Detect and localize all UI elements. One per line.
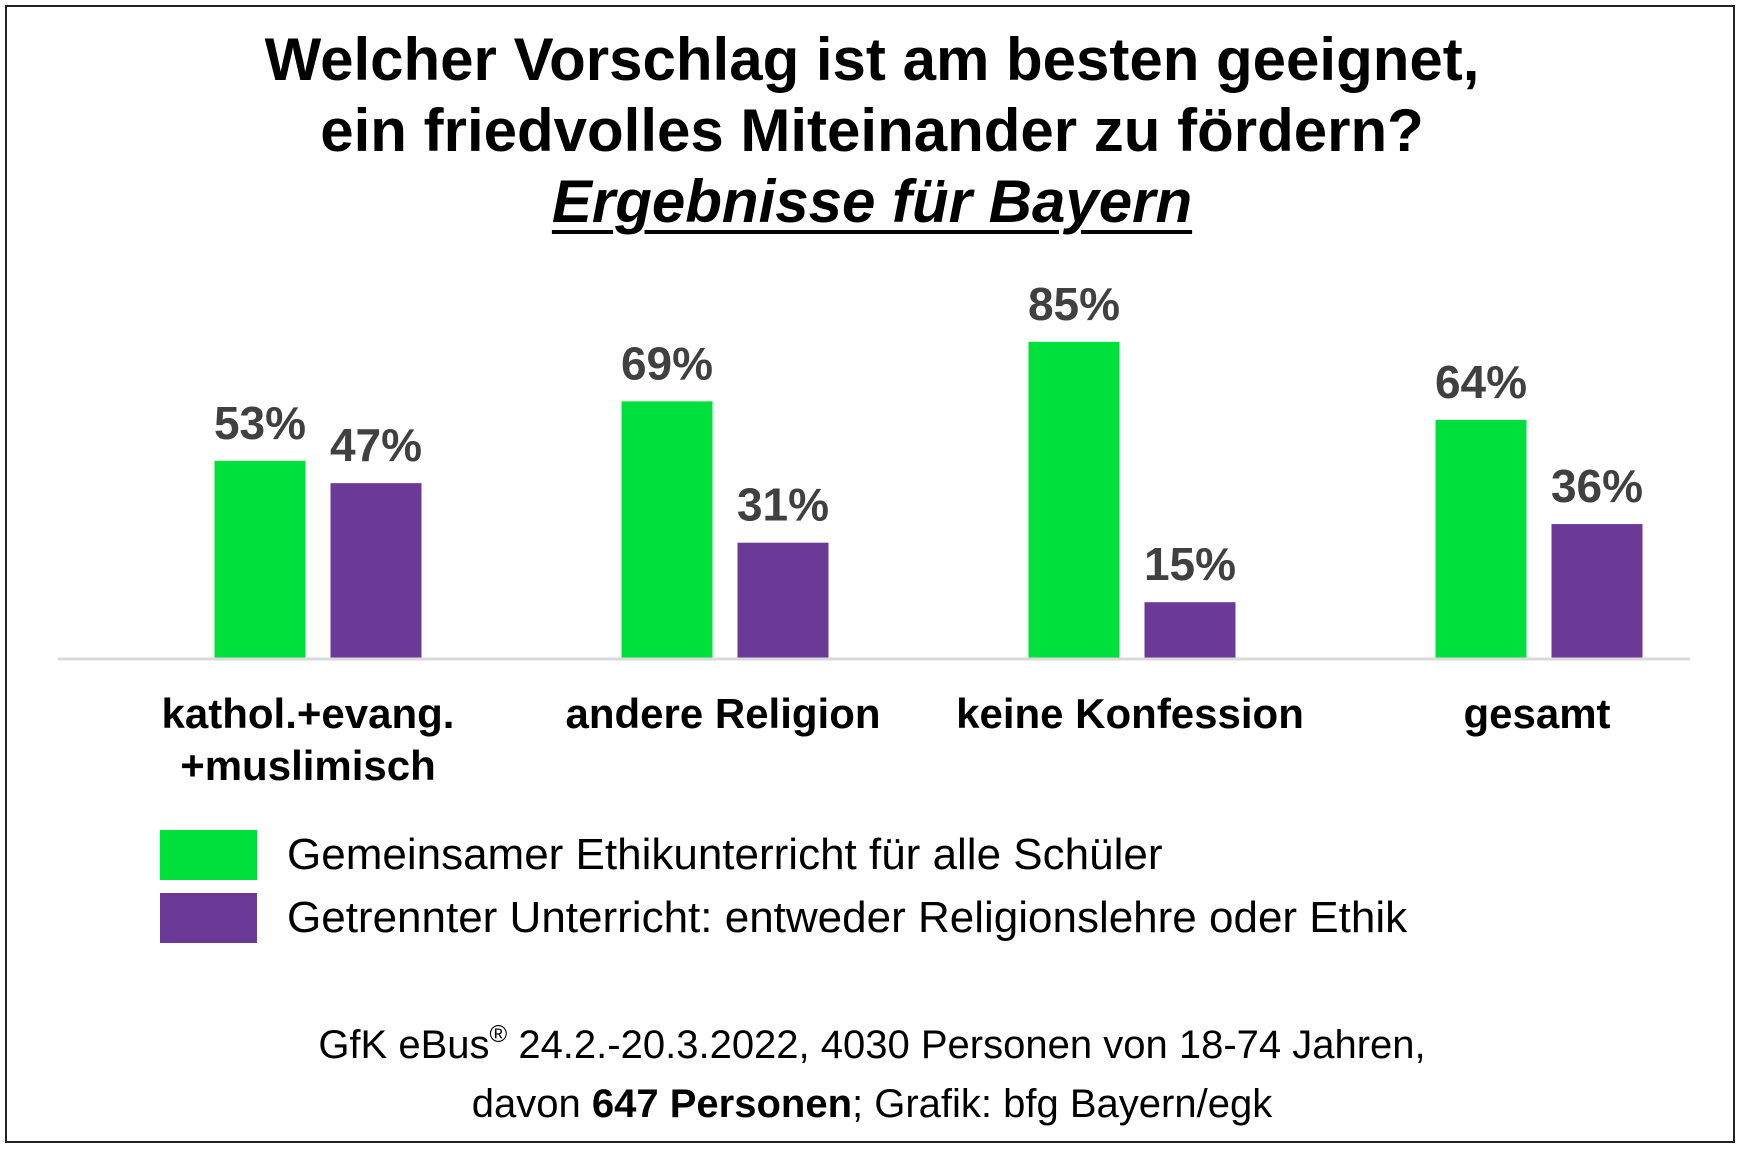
bar-1-4 <box>1435 419 1527 658</box>
bar-2-1 <box>330 483 422 658</box>
category-label-2-line-1: andere Religion <box>565 690 880 737</box>
legend-swatch-series-2 <box>160 893 257 943</box>
legend-label-series-2: Getrennter Unterricht: entweder Religion… <box>287 893 1408 942</box>
source-count: 647 Personen <box>591 1082 853 1126</box>
bar-1-1 <box>214 460 306 658</box>
data-label-1-3: 85% <box>1028 278 1120 330</box>
source-ebus: GfK eBus <box>318 1023 490 1067</box>
category-label-1-line-2: +muslimisch <box>180 742 436 789</box>
source-line-1: GfK eBus® 24.2.-20.3.2022, 4030 Personen… <box>0 1023 1744 1067</box>
category-label-4-line-1: gesamt <box>1463 690 1610 737</box>
legend-item-series-1: Gemeinsamer Ethikunterricht für alle Sch… <box>160 830 1162 880</box>
source-dates: 24.2.-20.3.2022, 4030 Personen von 18-74… <box>507 1023 1426 1067</box>
bar-chart: 53% 47% kathol.+evang. +muslimisch 69% 31% and… <box>58 278 1690 789</box>
data-label-1-1: 53% <box>214 397 306 449</box>
chart-subtitle: Ergebnisse für Bayern <box>551 168 1193 235</box>
bar-1-2 <box>621 401 713 658</box>
source-davon: davon <box>471 1082 592 1126</box>
data-label-1-4: 64% <box>1435 356 1527 408</box>
legend-label-series-1: Gemeinsamer Ethikunterricht für alle Sch… <box>287 830 1163 879</box>
legend-item-series-2: Getrennter Unterricht: entweder Religion… <box>160 893 1407 943</box>
data-label-1-2: 69% <box>621 337 713 389</box>
category-label-3-line-1: keine Konfession <box>956 690 1304 737</box>
data-label-2-1: 47% <box>330 419 422 471</box>
data-label-2-4: 36% <box>1551 460 1643 512</box>
bar-2-2 <box>737 542 829 658</box>
bar-1-3 <box>1028 341 1120 658</box>
bar-2-4 <box>1551 524 1643 658</box>
data-label-2-3: 15% <box>1144 538 1236 590</box>
category-label-1-line-1: kathol.+evang. <box>162 690 455 737</box>
source-credit: ; Grafik: bfg Bayern/egk <box>852 1082 1273 1126</box>
registered-mark: ® <box>489 1021 508 1048</box>
chart-title-line-1: Welcher Vorschlag ist am besten geeignet… <box>264 26 1480 93</box>
chart-subtitle-wrap: Ergebnisse für Bayern <box>0 172 1744 232</box>
source-line-2: davon 647 Personen; Grafik: bfg Bayern/e… <box>0 1084 1744 1124</box>
bar-2-3 <box>1144 602 1236 658</box>
chart-title-line-2: ein friedvolles Miteinander zu fördern? <box>320 97 1424 164</box>
data-label-2-2: 31% <box>737 479 829 531</box>
legend-swatch-series-1 <box>160 830 257 880</box>
